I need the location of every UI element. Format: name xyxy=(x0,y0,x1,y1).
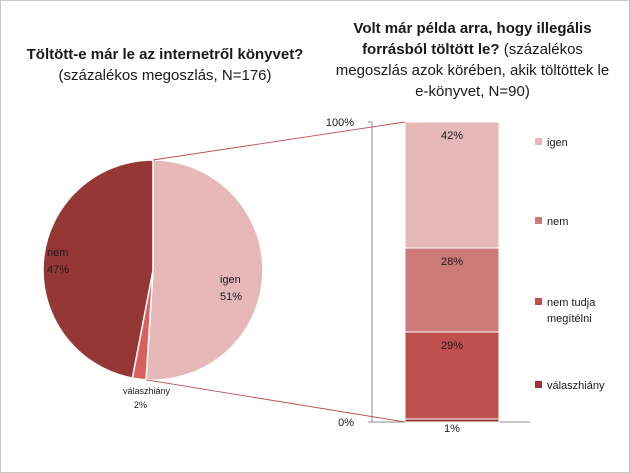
pie-label-nem-value: 47% xyxy=(47,264,69,276)
pie-label-igen: igen xyxy=(220,274,241,286)
legend-swatch-0 xyxy=(535,138,542,145)
pie-title-normal: (százalékos megoszlás, N=176) xyxy=(58,67,272,84)
y-tick-label-100: 100% xyxy=(326,117,354,129)
bar-segment-valaszhiany-label: 1% xyxy=(444,423,460,435)
y-tick-label-0: 0% xyxy=(338,417,354,429)
legend-swatch-3 xyxy=(535,381,542,388)
bar-title-bold: Volt már példa arra, hogy illegális forr… xyxy=(353,20,592,58)
legend-label-1: nem xyxy=(547,216,568,228)
pie-label-valaszhiany: válaszhiány xyxy=(123,386,171,396)
pie-chart-title: Töltött-e már le az internetről könyvet?… xyxy=(20,44,310,86)
bar-segment-nem-tudja-label: 29% xyxy=(441,340,463,352)
pie-title-bold: Töltött-e már le az internetről könyvet? xyxy=(26,46,304,63)
legend-swatch-2 xyxy=(535,298,542,305)
pie-label-igen-value: 51% xyxy=(220,291,242,303)
connector-line-top xyxy=(152,121,406,161)
bar-segment-nem xyxy=(404,247,500,333)
bar-chart-title: Volt már példa arra, hogy illegális forr… xyxy=(330,18,615,102)
legend-label-2-line1: nem tudja xyxy=(547,297,596,309)
legend-label-3: válaszhiány xyxy=(547,380,605,392)
legend-label-0: igen xyxy=(547,137,568,149)
bar-segment-igen xyxy=(404,121,500,249)
pie-label-valaszhiany-value: 2% xyxy=(134,400,147,410)
legend-swatch-1 xyxy=(535,217,542,224)
bar-segment-igen-label: 42% xyxy=(441,130,463,142)
pie-slice-0 xyxy=(145,159,264,381)
connector-line-bottom xyxy=(146,379,406,423)
legend-label-2-line2: megítélni xyxy=(547,313,592,325)
bar-segment-nem-label: 28% xyxy=(441,256,463,268)
pie-slice-2 xyxy=(42,159,154,379)
pie-label-nem: nem xyxy=(47,247,68,259)
bar-segment-nem-tudja xyxy=(404,331,500,420)
bar-title-normal: (százalékos megoszlás azok körében, akik… xyxy=(335,41,610,100)
